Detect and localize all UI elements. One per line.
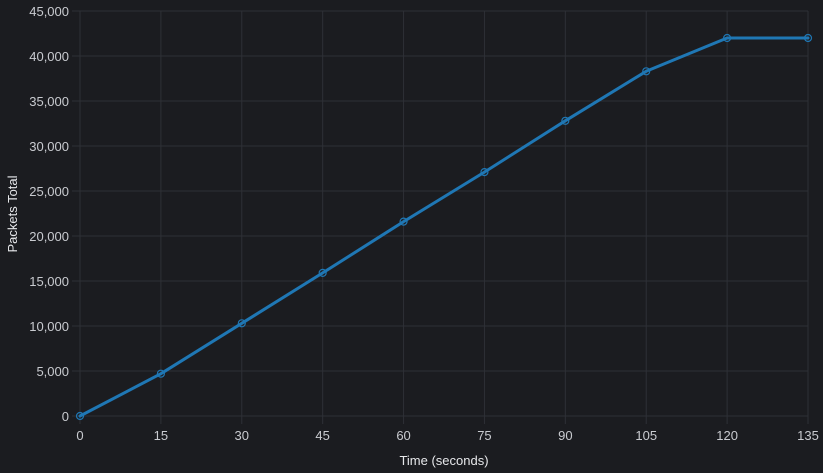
- y-tick-label: 20,000: [29, 229, 69, 244]
- data-point: [318, 268, 327, 277]
- y-axis-ticks: 0 5,000 10,000 15,000 20,000 25,000 30,000 35,0…: [29, 4, 69, 424]
- x-tick-label: 30: [235, 428, 249, 443]
- data-point: [237, 319, 246, 328]
- y-tick-label: 40,000: [29, 49, 69, 64]
- grid: [72, 10, 809, 424]
- series-line: [78, 36, 810, 418]
- y-tick-label: 0: [62, 409, 69, 424]
- y-tick-label: 25,000: [29, 184, 69, 199]
- y-tick-label: 15,000: [29, 274, 69, 289]
- data-point: [723, 33, 732, 43]
- x-axis-ticks: 0 15 30 45 60 75 90 105 120 135: [76, 428, 818, 443]
- data-point: [561, 116, 570, 125]
- series: [75, 33, 813, 421]
- x-tick-label: 0: [76, 428, 83, 443]
- data-point: [803, 33, 813, 43]
- data-point: [156, 369, 165, 378]
- x-tick-label: 75: [477, 428, 491, 443]
- y-tick-label: 30,000: [29, 139, 69, 154]
- data-point: [399, 217, 408, 226]
- y-tick-label: 5,000: [36, 364, 69, 379]
- y-tick-label: 45,000: [29, 4, 69, 19]
- x-tick-label: 60: [396, 428, 410, 443]
- y-tick-label: 35,000: [29, 94, 69, 109]
- data-point: [642, 67, 651, 76]
- y-axis-title: Packets Total: [5, 175, 20, 252]
- data-point: [75, 411, 85, 421]
- x-tick-label: 45: [315, 428, 329, 443]
- x-tick-label: 15: [154, 428, 168, 443]
- x-tick-label: 90: [558, 428, 572, 443]
- x-tick-label: 135: [797, 428, 819, 443]
- data-point: [480, 168, 489, 177]
- y-tick-label: 10,000: [29, 319, 69, 334]
- x-axis-title: Time (seconds): [399, 453, 488, 468]
- x-tick-label: 105: [635, 428, 657, 443]
- x-tick-label: 120: [716, 428, 738, 443]
